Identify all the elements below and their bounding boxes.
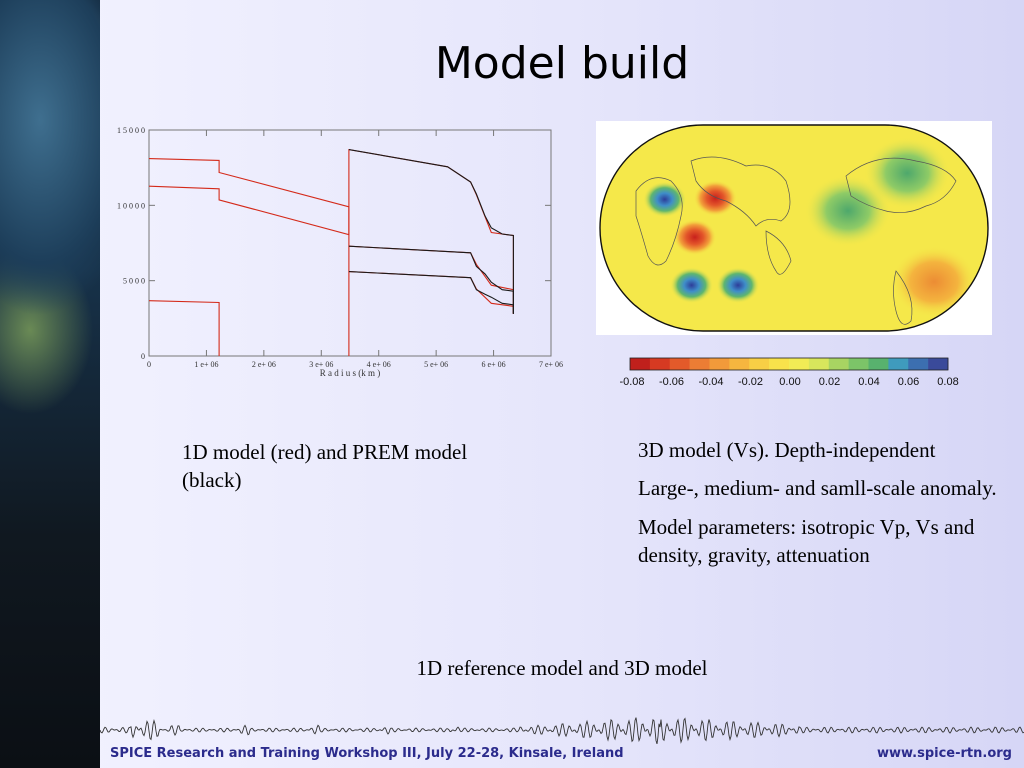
earth-image-strip [0,0,100,768]
series-line [348,245,514,314]
x-tick-label: 3 e+ 06 [309,360,333,369]
colorbar-tick-label: 0.04 [858,376,879,388]
anomaly-blob [670,267,714,304]
anomaly-blob [890,245,978,318]
y-tick-label: 5 0 0 0 [123,277,145,286]
colorbar-cell [630,358,651,370]
anomaly-blob [693,180,737,217]
colorbar-frame [629,357,949,371]
x-tick-label: 0 [147,360,151,369]
footer-website: www.spice-rtn.org [876,746,1012,761]
series-line [148,300,220,356]
anomaly-blob [804,174,892,247]
earth-edge-glow [60,0,180,768]
colorbar-tick-label: 0.08 [937,376,958,388]
series-line [148,158,350,356]
colorbar-cell [769,358,790,370]
x-tick-label: 4 e+ 06 [367,360,391,369]
anomaly-blob [643,181,687,218]
caption-3d-line-3: Model parameters: isotropic Vp, Vs and d… [638,514,975,568]
y-tick-label: 0 [141,352,145,361]
anomaly-blob [673,219,717,256]
x-tick-label: 2 e+ 06 [252,360,276,369]
colorbar-tick-label: -0.08 [619,376,644,388]
caption-3d-line-1: 3D model (Vs). Depth-independent [638,438,936,462]
slide-title: Model build [434,38,690,89]
anomaly-blob [716,267,760,304]
colorbar-tick-label: 0.02 [819,376,840,388]
colorbar-cell [709,358,730,370]
colorbar-tick-label: -0.02 [738,376,763,388]
colorbar-cell [669,358,690,370]
colorbar-cell [649,358,671,370]
colorbar-cell [828,358,849,370]
colorbar-cell [908,358,929,370]
colorbar-cell [689,358,710,370]
colorbar-tick-label: -0.06 [659,376,684,388]
caption-summary: 1D reference model and 3D model [416,656,708,680]
series-line [348,271,514,314]
x-tick-label: 7 e+ 06 [539,360,563,369]
anomaly-blob [864,137,951,210]
colorbar-tick-label: 0.00 [779,376,800,388]
colorbar-cell [749,358,770,370]
caption-1d-model: 1D model (red) and PREM model (black) [182,440,468,493]
colorbar-cell [888,358,909,370]
colorbar-cell [928,358,949,370]
seismogram-decoration [100,717,1024,745]
footer-workshop: SPICE Research and Training Workshop III… [110,746,624,761]
chart-xlabel: R a d i u s (k m ) [320,368,381,378]
coastlines [635,156,957,325]
colorbar: -0.08 -0.06 -0.04 -0.02 0.00 0.02 0.04 0.06 0.08 [619,357,959,388]
x-tick-label: 5 e+ 06 [424,360,448,369]
y-tick-label: 1 0 0 0 0 [117,201,145,210]
series-line [348,149,514,314]
colorbar-tick-label: -0.04 [698,376,723,388]
globe-outline [599,124,989,332]
colorbar-cell [848,358,869,370]
chart-frame [148,129,552,357]
colorbar-cell [729,358,750,370]
x-tick-label: 6 e+ 06 [482,360,506,369]
y-tick-label: 1 5 0 0 0 [117,126,145,135]
caption-3d-line-2: Large-, medium- and samll-scale anomaly. [638,476,997,501]
colorbar-tick-label: 0.06 [898,376,919,388]
caption-3d-model: 3D model (Vs). Depth-independent Large-,… [638,436,1008,579]
x-tick-label: 1 e+ 06 [194,360,218,369]
vs-anomaly-map [596,121,992,335]
colorbar-cell [789,358,810,370]
series-line [348,245,514,314]
velocity-profile-chart: 0 1 e+ 06 2 e+ 06 3 e+ 06 4 e+ 06 5 e+ 06 6 e+… [117,126,563,378]
colorbar-cell [808,358,830,370]
colorbar-cell [868,358,889,370]
